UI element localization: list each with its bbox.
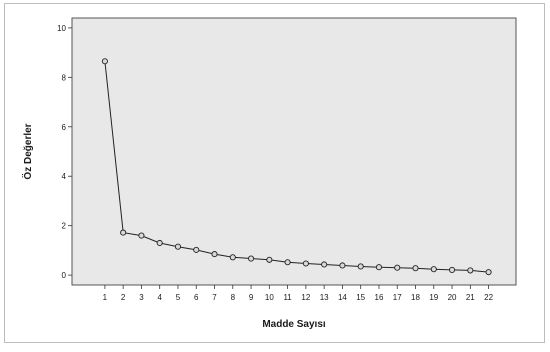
- x-tick-label: 16: [375, 293, 384, 302]
- data-point: [467, 267, 474, 274]
- data-point: [394, 264, 401, 271]
- data-point: [302, 260, 309, 267]
- data-point: [156, 239, 163, 247]
- y-tick-label: 4: [62, 172, 67, 181]
- x-tick-label: 20: [448, 293, 457, 302]
- plot-area: [71, 17, 517, 286]
- x-tick-label: 8: [231, 293, 236, 302]
- x-tick-label: 19: [429, 293, 438, 302]
- x-tick-label: 6: [194, 293, 199, 302]
- data-point: [266, 256, 273, 263]
- chart-frame: 0 2 4 6 8 10 1 2 3 4 5 6 7 8 9 10 11 12 13 14 15 16 17 18 19 20 2…: [4, 3, 545, 343]
- data-point: [448, 266, 456, 273]
- y-tick-label: 2: [62, 222, 67, 231]
- x-tick-label: 9: [249, 293, 254, 302]
- data-point: [101, 58, 108, 65]
- y-tick-label: 6: [62, 123, 67, 132]
- x-tick-label: 22: [484, 293, 493, 302]
- x-tick-label: 7: [212, 293, 217, 302]
- y-axis-label: Öz Değerler: [21, 123, 34, 179]
- x-tick-label: 21: [466, 293, 475, 302]
- y-tick-label: 10: [57, 24, 66, 33]
- x-tick-label: 10: [265, 293, 274, 302]
- y-tick-label: 0: [62, 271, 67, 280]
- data-point: [485, 269, 492, 276]
- data-point: [248, 255, 255, 262]
- data-point: [357, 263, 364, 270]
- x-tick-label: 18: [411, 293, 420, 302]
- data-point: [229, 254, 236, 261]
- y-tick-label: 8: [62, 73, 67, 82]
- x-tick-label: 13: [320, 293, 329, 302]
- x-tick-label: 12: [301, 293, 310, 302]
- data-point: [284, 259, 291, 266]
- data-point: [174, 243, 182, 250]
- data-point: [120, 229, 127, 236]
- data-point: [138, 232, 145, 239]
- x-tick-label: 3: [139, 293, 144, 302]
- x-tick-label: 17: [393, 293, 402, 302]
- x-axis-label: Madde Sayısı: [262, 319, 326, 330]
- x-tick-label: 2: [121, 293, 126, 302]
- x-tick-label: 1: [103, 293, 108, 302]
- data-point: [375, 264, 383, 271]
- x-tick-label: 11: [283, 293, 292, 302]
- eigenvalue-line: [104, 61, 489, 273]
- data-point: [412, 265, 419, 272]
- data-point: [430, 266, 437, 273]
- x-tick-label: 15: [356, 293, 365, 302]
- x-tick-label: 4: [157, 293, 162, 302]
- data-point: [339, 262, 346, 269]
- data-point: [211, 251, 218, 258]
- x-tick-label: 5: [176, 293, 181, 302]
- x-tick-label: 14: [338, 293, 347, 302]
- data-point: [193, 246, 200, 253]
- data-point: [321, 261, 328, 268]
